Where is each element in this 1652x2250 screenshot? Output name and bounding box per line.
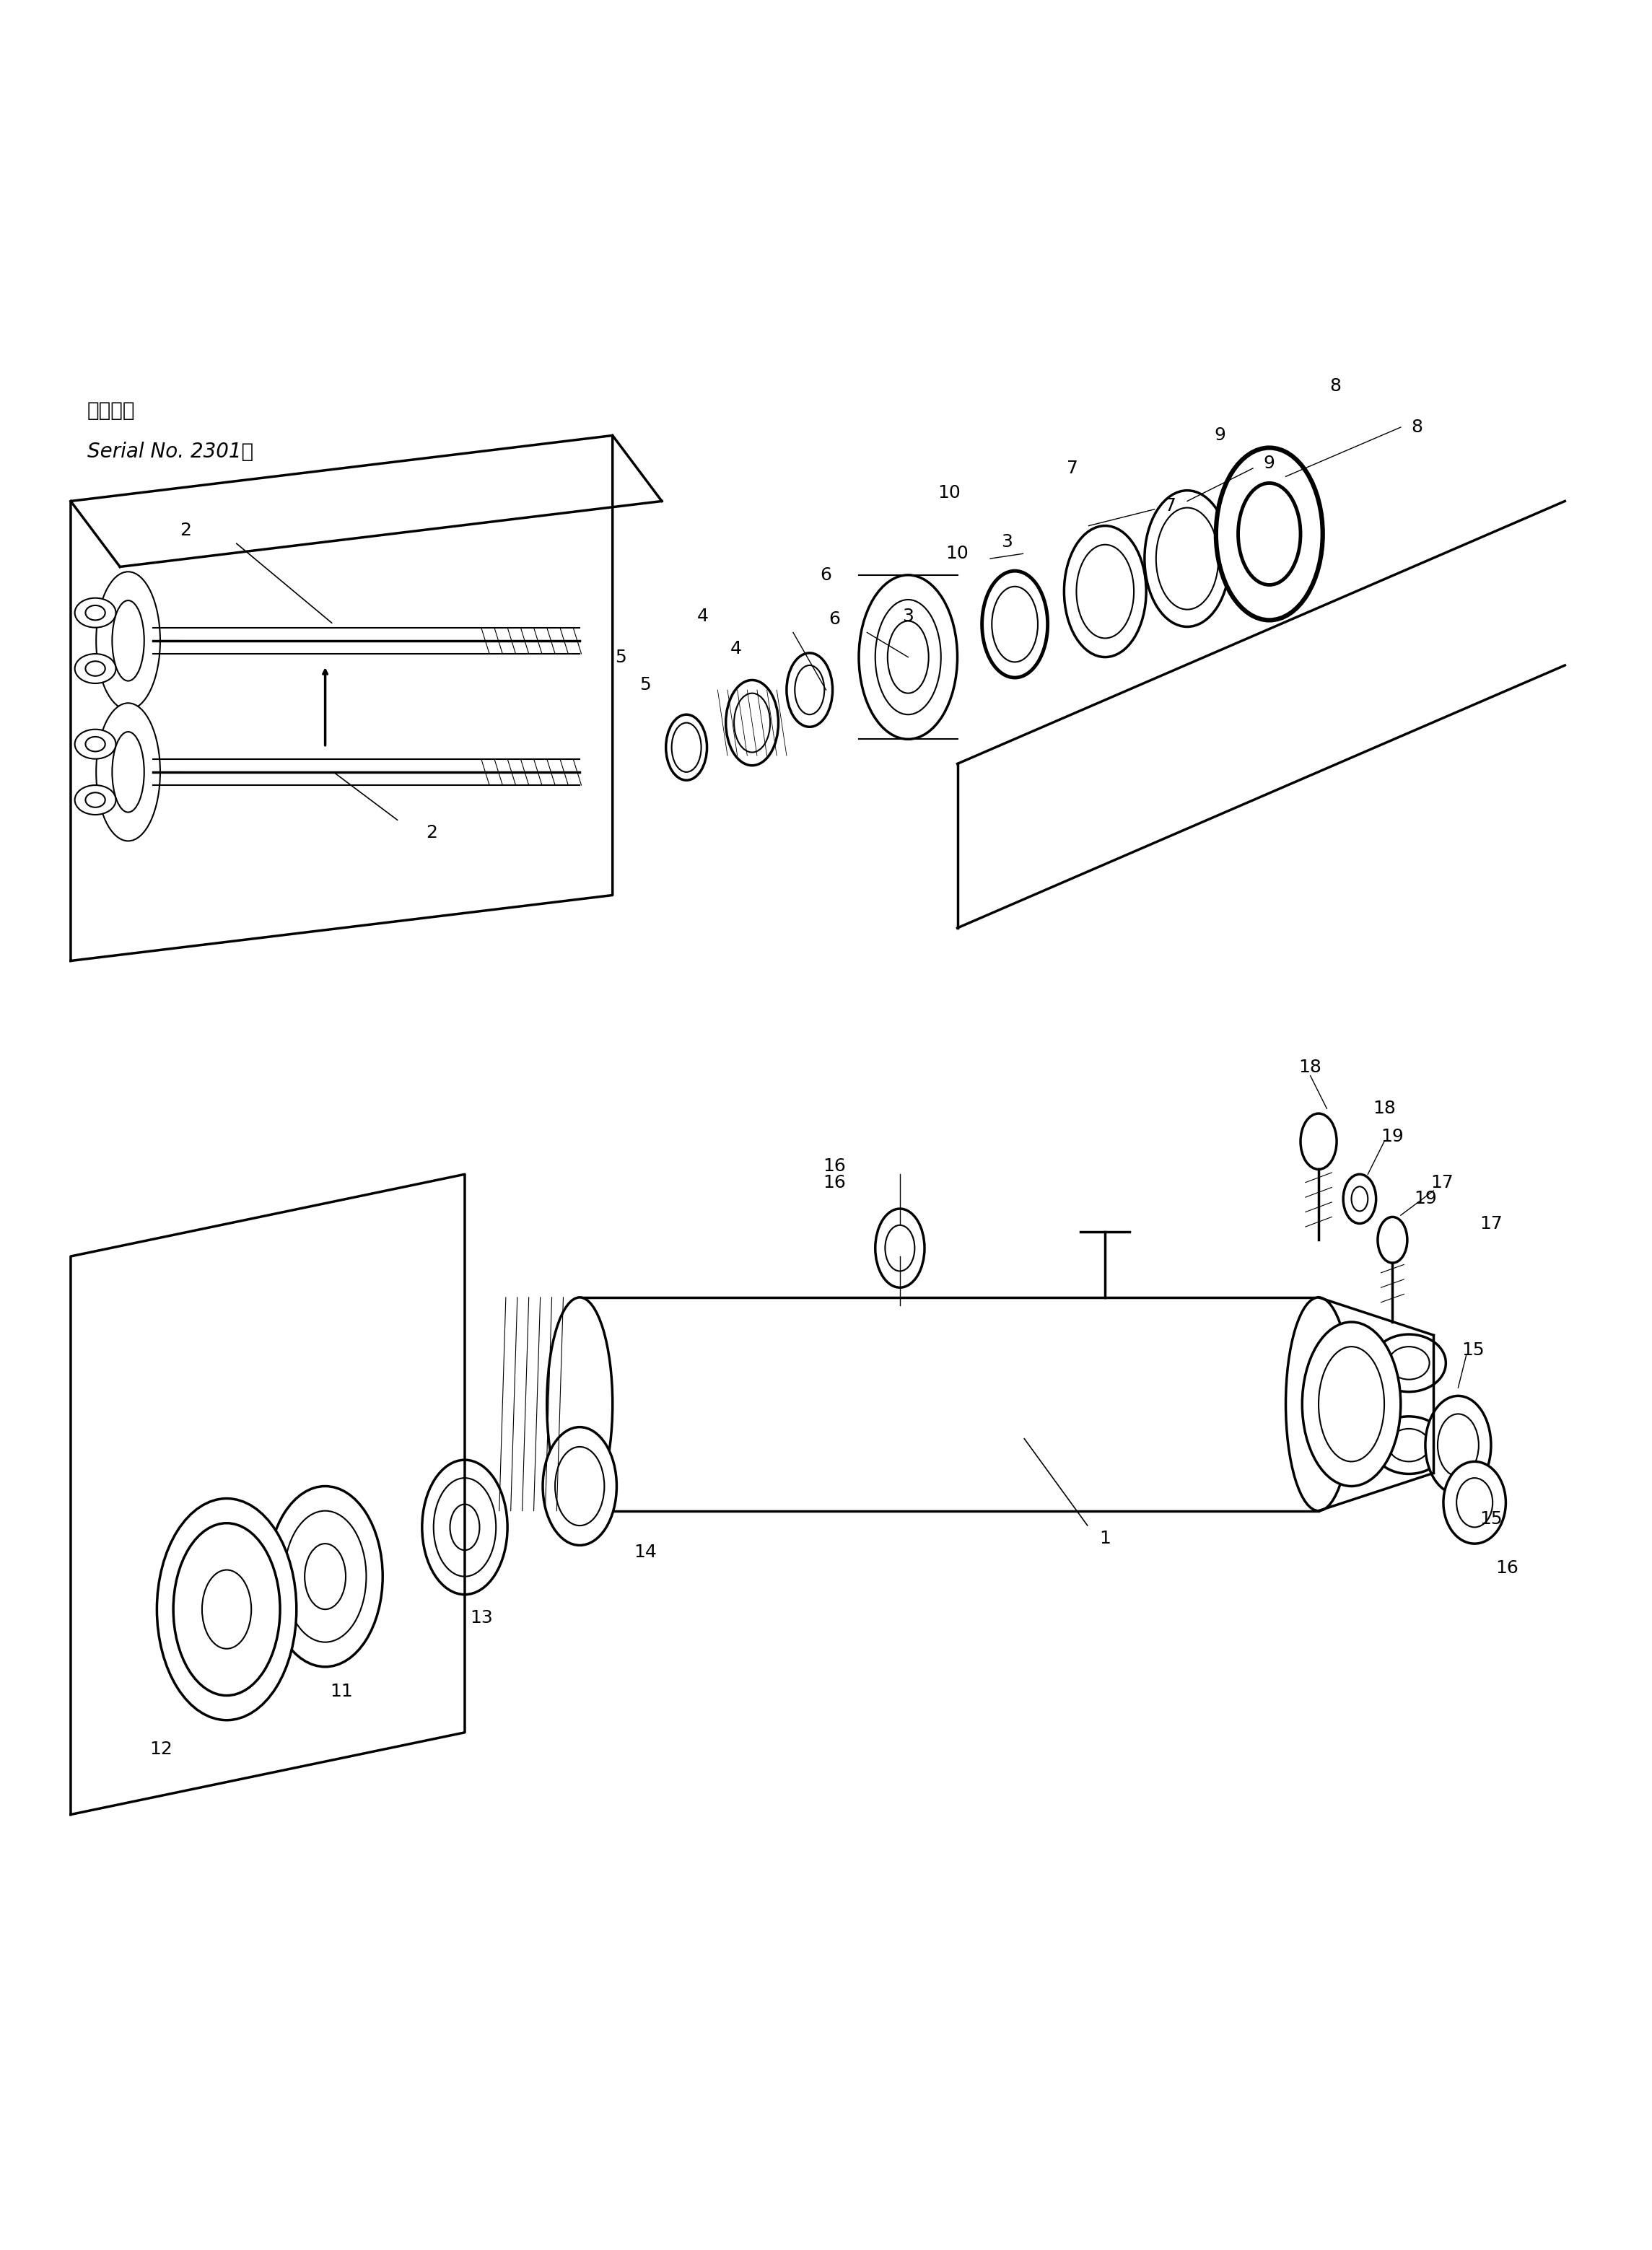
Ellipse shape [547,1298,613,1510]
Text: 5: 5 [615,648,626,666]
Text: 9: 9 [1264,454,1275,472]
Ellipse shape [74,598,116,628]
Ellipse shape [112,601,144,682]
Ellipse shape [1145,491,1231,628]
Ellipse shape [876,1208,925,1287]
Text: 11: 11 [330,1683,354,1701]
Ellipse shape [74,729,116,758]
Text: 2: 2 [426,823,438,841]
Text: 13: 13 [469,1609,492,1627]
Ellipse shape [1285,1298,1351,1510]
Text: 5: 5 [639,677,651,693]
Ellipse shape [1064,527,1146,657]
Text: 8: 8 [1330,378,1341,394]
Text: 14: 14 [634,1544,657,1562]
Text: 4: 4 [697,608,709,626]
Text: 16: 16 [823,1156,846,1174]
Ellipse shape [96,702,160,842]
Text: 6: 6 [821,567,831,583]
Polygon shape [580,1298,1318,1510]
Text: Serial No. 2301～: Serial No. 2301～ [88,441,253,461]
Ellipse shape [1302,1323,1401,1487]
Ellipse shape [1300,1114,1336,1170]
Text: 15: 15 [1462,1341,1485,1359]
Text: 9: 9 [1214,428,1226,443]
Ellipse shape [74,785,116,815]
Text: 8: 8 [1411,418,1422,437]
Ellipse shape [1426,1395,1492,1494]
Text: 15: 15 [1480,1510,1502,1528]
Ellipse shape [1378,1217,1408,1262]
Ellipse shape [666,716,707,781]
Ellipse shape [1444,1462,1505,1544]
Text: 3: 3 [902,608,914,626]
Text: 16: 16 [1497,1559,1518,1577]
Text: 3: 3 [1001,533,1013,551]
Text: 1: 1 [1100,1530,1110,1548]
Ellipse shape [981,572,1047,677]
Text: 16: 16 [823,1174,846,1190]
Text: 適用号機: 適用号機 [88,401,135,421]
Text: 7: 7 [1067,459,1079,477]
Text: 10: 10 [947,544,968,562]
Text: 18: 18 [1298,1060,1322,1076]
Ellipse shape [421,1460,507,1595]
Text: 18: 18 [1373,1100,1396,1118]
Ellipse shape [1343,1174,1376,1224]
Text: 10: 10 [938,484,960,502]
Ellipse shape [1371,1418,1446,1474]
Text: 4: 4 [730,641,742,657]
Ellipse shape [157,1499,296,1721]
Ellipse shape [544,1427,616,1546]
Text: 6: 6 [828,610,839,628]
Ellipse shape [786,652,833,727]
Text: 19: 19 [1381,1127,1404,1145]
Text: 19: 19 [1414,1190,1437,1208]
Text: 7: 7 [1165,497,1176,515]
Text: 12: 12 [149,1739,172,1757]
Text: 17: 17 [1431,1174,1454,1190]
Ellipse shape [1371,1334,1446,1393]
Text: 2: 2 [180,522,192,540]
Ellipse shape [859,576,958,740]
Ellipse shape [725,680,778,765]
Ellipse shape [96,572,160,709]
Ellipse shape [268,1487,383,1667]
Ellipse shape [112,731,144,812]
Ellipse shape [1216,448,1323,621]
Ellipse shape [74,655,116,684]
Text: 17: 17 [1480,1215,1502,1233]
